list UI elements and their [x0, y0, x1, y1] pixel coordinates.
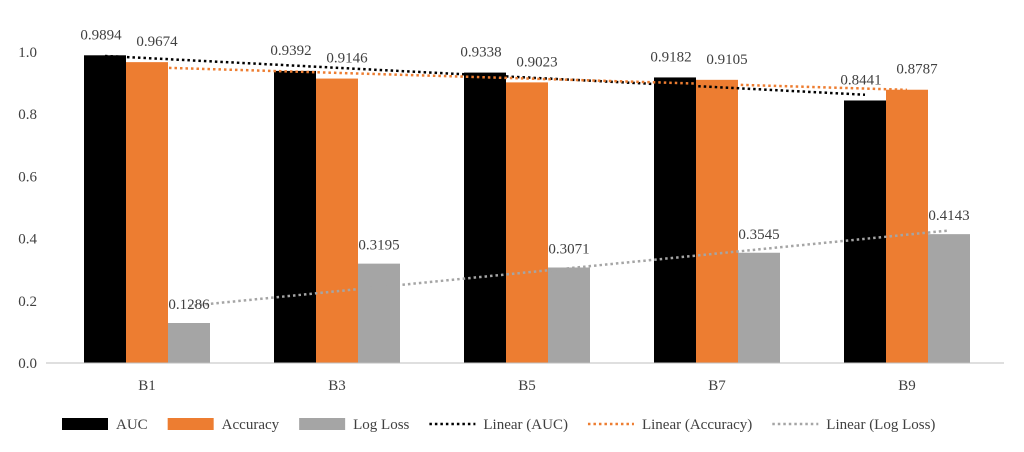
legend-label: AUC	[116, 417, 148, 433]
bar-auc-b9	[844, 100, 886, 364]
bar-auc-b7	[654, 77, 696, 364]
bars-group	[84, 55, 970, 364]
y-axis-ticks: 0.0 0.2 0.4 0.6 0.8 1.0	[18, 45, 37, 372]
y-tick-label: 0.2	[18, 294, 37, 310]
data-label: 0.9894	[80, 27, 122, 43]
data-label: 0.8441	[840, 72, 881, 88]
bar-log-loss-b1	[168, 323, 210, 363]
x-tick-label: B3	[328, 378, 346, 394]
trendline-accuracy	[146, 65, 908, 92]
data-label: 0.3545	[738, 227, 779, 243]
bar-log-loss-b7	[738, 252, 780, 363]
bar-auc-b1	[84, 55, 126, 363]
bar-accuracy-b5	[506, 82, 548, 363]
data-label: 0.8787	[896, 62, 938, 78]
legend: AUC Accuracy Log Loss Linear (AUC) Linear (A…	[62, 417, 935, 433]
y-tick-label: 0.0	[18, 356, 37, 372]
legend-swatch-log-loss	[299, 418, 346, 430]
legend-label: Log Loss	[353, 417, 409, 433]
data-label: 0.3071	[548, 241, 589, 257]
bar-log-loss-b9	[928, 234, 970, 363]
trendline-auc	[104, 54, 866, 96]
y-tick-label: 1.0	[18, 45, 37, 61]
bar-accuracy-b9	[886, 89, 928, 363]
legend-swatch-accuracy	[167, 418, 214, 430]
legend-label: Linear (Log Loss)	[826, 417, 935, 433]
data-label: 0.4143	[928, 208, 969, 224]
data-label: 0.9674	[136, 34, 178, 50]
y-tick-label: 0.4	[18, 232, 37, 248]
y-tick-label: 0.8	[18, 107, 37, 123]
data-label: 0.1286	[168, 297, 210, 313]
legend-label: Linear (AUC)	[483, 417, 568, 433]
data-label: 0.9392	[270, 43, 311, 59]
data-label: 0.9146	[326, 51, 368, 67]
y-tick-label: 0.6	[18, 169, 37, 185]
x-tick-label: B5	[518, 378, 536, 394]
data-label: 0.9182	[650, 49, 691, 65]
bar-accuracy-b1	[126, 62, 168, 363]
bar-log-loss-b5	[548, 267, 590, 363]
bar-auc-b5	[464, 72, 506, 364]
data-label: 0.3195	[358, 238, 399, 254]
bar-accuracy-b3	[316, 78, 358, 364]
x-axis-ticks: B1 B3 B5 B7 B9	[138, 378, 916, 394]
x-tick-label: B1	[138, 378, 156, 394]
x-tick-label: B7	[708, 378, 726, 394]
bar-accuracy-b7	[696, 79, 738, 363]
data-label: 0.9338	[460, 45, 501, 61]
trendlines-group	[104, 54, 950, 308]
data-label: 0.9023	[516, 54, 557, 70]
data-labels-group: 0.9894 0.9392 0.9338 0.9182 0.8441 0.9674 0.91…	[80, 27, 969, 313]
legend-label: Accuracy	[222, 417, 280, 433]
trendline-log-loss	[188, 229, 950, 308]
data-label: 0.9105	[706, 52, 747, 68]
bar-log-loss-b3	[358, 263, 400, 363]
legend-swatch-auc	[62, 418, 108, 430]
bar-auc-b3	[274, 70, 316, 363]
legend-label: Linear (Accuracy)	[642, 417, 752, 433]
x-tick-label: B9	[898, 378, 916, 394]
